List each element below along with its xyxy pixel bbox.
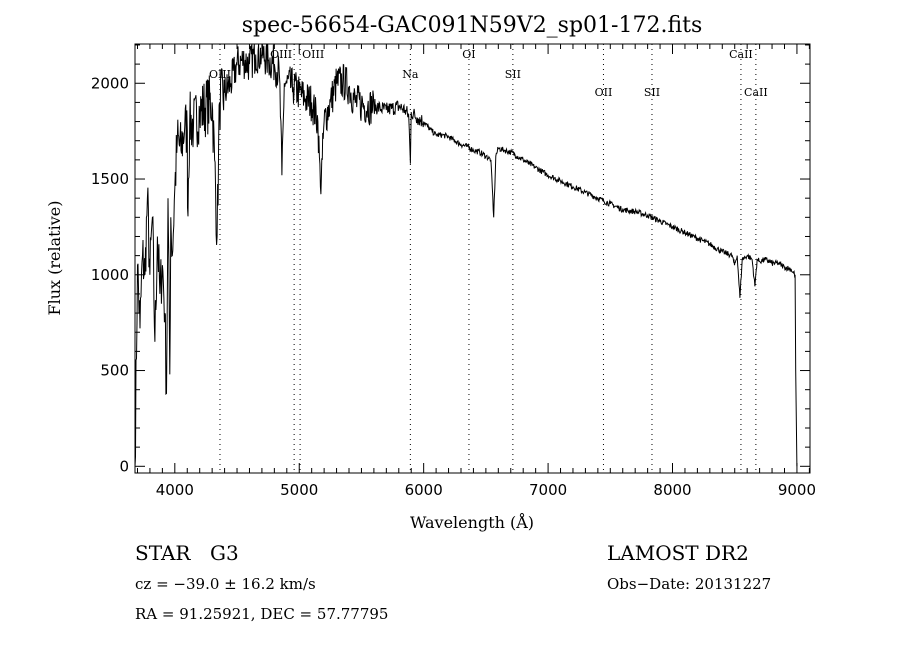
x-tick-label: 7000 (529, 481, 567, 499)
y-tick-label: 500 (100, 362, 129, 380)
y-axis-label: Flux (relative) (45, 201, 64, 316)
y-tick-label: 1500 (91, 170, 129, 188)
data-release: LAMOST DR2 (607, 541, 749, 565)
x-tick-label: 9000 (778, 481, 816, 499)
line-label: Na (402, 68, 419, 81)
coordinates: RA = 91.25921, DEC = 57.77795 (135, 605, 388, 623)
line-label: CaII (729, 48, 753, 61)
redshift-text: cz = −39.0 ± 16.2 km/s (135, 575, 316, 593)
spectrum-line (134, 43, 798, 467)
line-label: CaII (744, 86, 768, 99)
x-tick-label: 4000 (156, 481, 194, 499)
line-label: SII (505, 68, 521, 81)
x-tick-label: 5000 (280, 481, 318, 499)
line-label: OIII (270, 48, 292, 61)
chart-title: spec-56654-GAC091N59V2_sp01-172.fits (242, 13, 703, 38)
y-tick-label: 2000 (91, 74, 129, 92)
axis-ticks: 4000 5000 6000 7000 8000 9000 0 500 1000 1500 2000 (91, 44, 816, 499)
y-tick-label: 0 (119, 457, 129, 475)
line-label: OIII (302, 48, 324, 61)
line-label: OIII (209, 68, 231, 81)
y-tick-label: 1000 (91, 266, 129, 284)
line-label: OII (595, 86, 613, 99)
object-class: STAR (135, 541, 191, 565)
plot-frame (134, 43, 811, 474)
subclass: G3 (210, 541, 239, 565)
x-tick-label: 6000 (405, 481, 443, 499)
line-label: SII (644, 86, 660, 99)
line-label: OI (462, 48, 475, 61)
x-tick-label: 8000 (653, 481, 691, 499)
x-axis-label: Wavelength (Å) (410, 512, 534, 532)
line-annotations: OIII OIII OIII Na OI SII OII SII CaII CaII (209, 44, 768, 473)
obs-date: Obs−Date: 20131227 (607, 575, 771, 593)
